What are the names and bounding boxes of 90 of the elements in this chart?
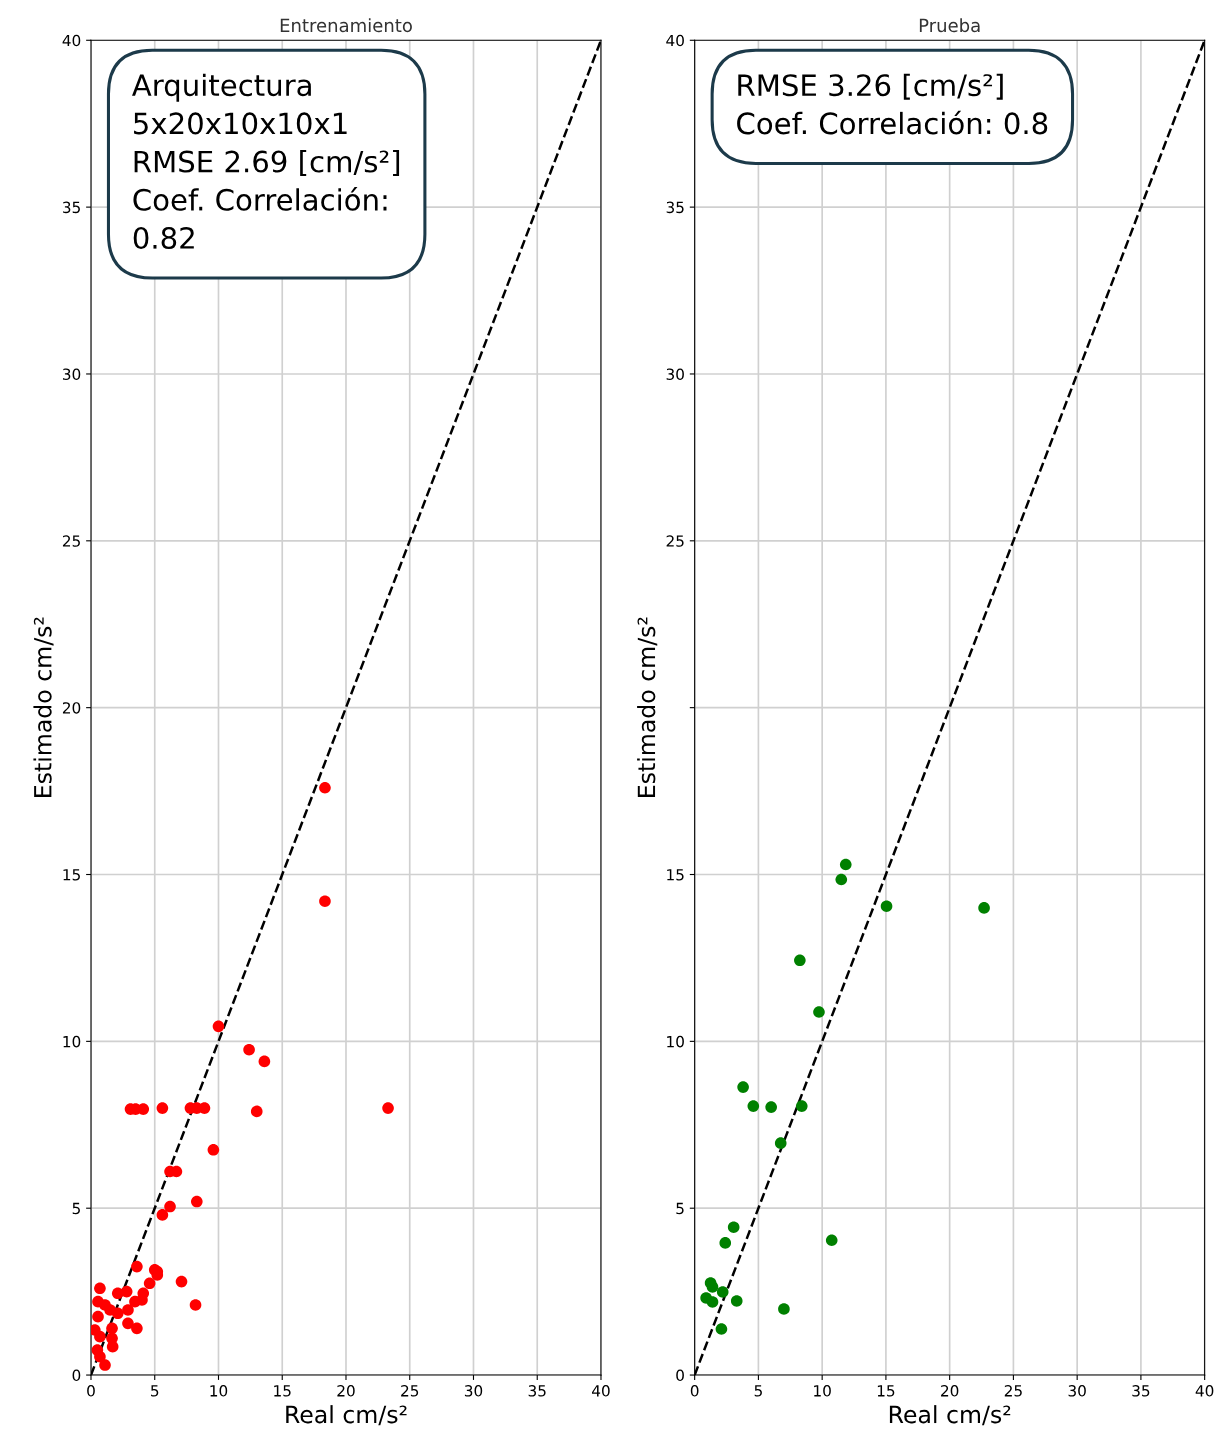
point [794,954,806,967]
x-axis-title: Real cm/s² [286,1405,407,1426]
y-tick-label: 10 [63,1035,81,1048]
point [156,1102,169,1114]
y-tick-label: 30 [666,368,684,380]
point [715,1323,728,1335]
x-tick-label: 40 [592,1385,610,1397]
point [727,1221,740,1234]
point [319,781,331,794]
point [778,1303,790,1315]
x-tick-label: 10 [210,1385,228,1397]
y-tick-label: 15 [667,869,684,881]
y-tick-label: 35 [62,201,80,214]
point [111,1307,124,1320]
x-tick-label: 15 [274,1385,291,1397]
x-tick-label: 0 [690,1385,699,1397]
point [880,900,893,913]
point [706,1296,719,1308]
point [191,1195,203,1208]
point [156,1209,169,1221]
y-tick-label: 20 [62,702,81,714]
point [122,1304,134,1316]
x-tick-label: 5 [754,1385,762,1397]
x-tick-label: 30 [464,1385,483,1397]
point [143,1277,156,1290]
y-tick-label: 0 [676,1369,684,1382]
point [94,1282,106,1295]
x-tick-label: 10 [814,1385,831,1397]
annotation: RMSE 3.26 [cm/s²] Coef. Correlación: 0.8 [737,73,1048,135]
point [319,895,331,908]
point [94,1330,106,1343]
y-axis-title: Estimado cm/s² [637,617,658,797]
point [747,1100,760,1112]
point [795,1100,808,1112]
point [131,1260,143,1273]
point [131,1322,143,1335]
point [716,1286,729,1298]
x-tick-label: 0 [87,1385,95,1397]
point [92,1310,104,1323]
y-tick-label: 40 [666,34,684,47]
point [813,1006,825,1018]
x-tick-label: 35 [1132,1385,1150,1397]
chart-title: Prueba [919,18,980,33]
y-tick-label: 5 [676,1202,684,1215]
annotation: Arquitectura 5x20x10x10x1 RMSE 2.69 [cm/s²] Coef. Correlación: 0.82 [132,73,400,250]
point [175,1275,188,1288]
y-tick-label: 40 [62,34,81,47]
x-tick-label: 30 [1068,1385,1086,1397]
point [839,858,852,871]
x-tick-label: 25 [1004,1385,1022,1397]
point [122,1317,134,1330]
point [120,1285,133,1298]
y-tick-label: 15 [63,869,80,881]
point [250,1105,263,1118]
point [774,1137,787,1149]
x-axis-title: Real cm/s² [889,1405,1011,1426]
point [719,1237,732,1249]
point [212,1020,225,1033]
y-tick-label: 35 [666,201,684,214]
y-tick-label: 30 [62,368,81,380]
y-tick-label: 10 [667,1035,684,1048]
point [737,1081,749,1093]
point [706,1281,719,1293]
y-tick-label: 0 [72,1369,81,1382]
point [835,873,848,886]
point [765,1101,777,1113]
x-tick-label: 40 [1195,1385,1214,1397]
point [164,1200,176,1213]
point [243,1043,255,1056]
chart-title: Entrenamiento [280,18,412,33]
point [99,1359,111,1371]
x-tick-label: 5 [151,1385,159,1397]
y-tick-label: 25 [666,535,684,547]
point [978,902,990,914]
x-tick-label: 15 [877,1385,895,1397]
point [382,1102,394,1114]
point [258,1055,271,1068]
y-tick-label: 25 [62,535,80,547]
x-tick-label: 20 [337,1385,355,1397]
x-tick-label: 35 [528,1385,546,1397]
point [730,1295,743,1307]
x-tick-label: 20 [941,1385,959,1397]
point [825,1234,838,1247]
point [106,1322,118,1335]
x-tick-label: 25 [401,1385,419,1397]
point [207,1144,220,1156]
y-axis-title: Estimado cm/s² [33,617,54,797]
y-tick-label: 5 [72,1202,80,1215]
point [189,1299,202,1311]
point [91,1344,104,1356]
